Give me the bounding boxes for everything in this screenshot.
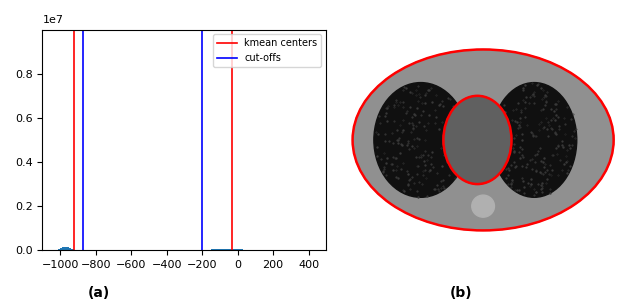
Bar [232,249,234,250]
Bar [218,249,220,250]
Bar [230,249,232,250]
Text: (a): (a) [88,286,110,300]
Bar [223,249,225,250]
Ellipse shape [492,82,577,197]
Bar [239,249,241,250]
Bar [225,249,227,250]
Bar [64,247,65,250]
Ellipse shape [353,50,614,230]
Bar [234,249,236,250]
Bar [212,249,214,250]
Bar [71,249,72,250]
Ellipse shape [374,82,467,197]
Bar [62,248,64,250]
Bar [60,248,62,250]
Bar [228,249,230,250]
Text: (b): (b) [449,286,472,300]
Bar [58,249,60,250]
Bar [236,249,237,250]
Bar [221,249,223,250]
Text: 1e7: 1e7 [42,15,63,25]
Bar [72,249,74,250]
Bar [216,249,218,250]
Bar [65,247,67,250]
Bar [69,248,71,250]
Legend: kmean centers, cut-offs: kmean centers, cut-offs [213,34,321,67]
Bar [67,248,69,250]
Ellipse shape [444,96,511,184]
Bar [227,249,228,250]
Bar [214,249,216,250]
Ellipse shape [472,195,495,217]
Bar [237,249,239,250]
Bar [220,249,221,250]
